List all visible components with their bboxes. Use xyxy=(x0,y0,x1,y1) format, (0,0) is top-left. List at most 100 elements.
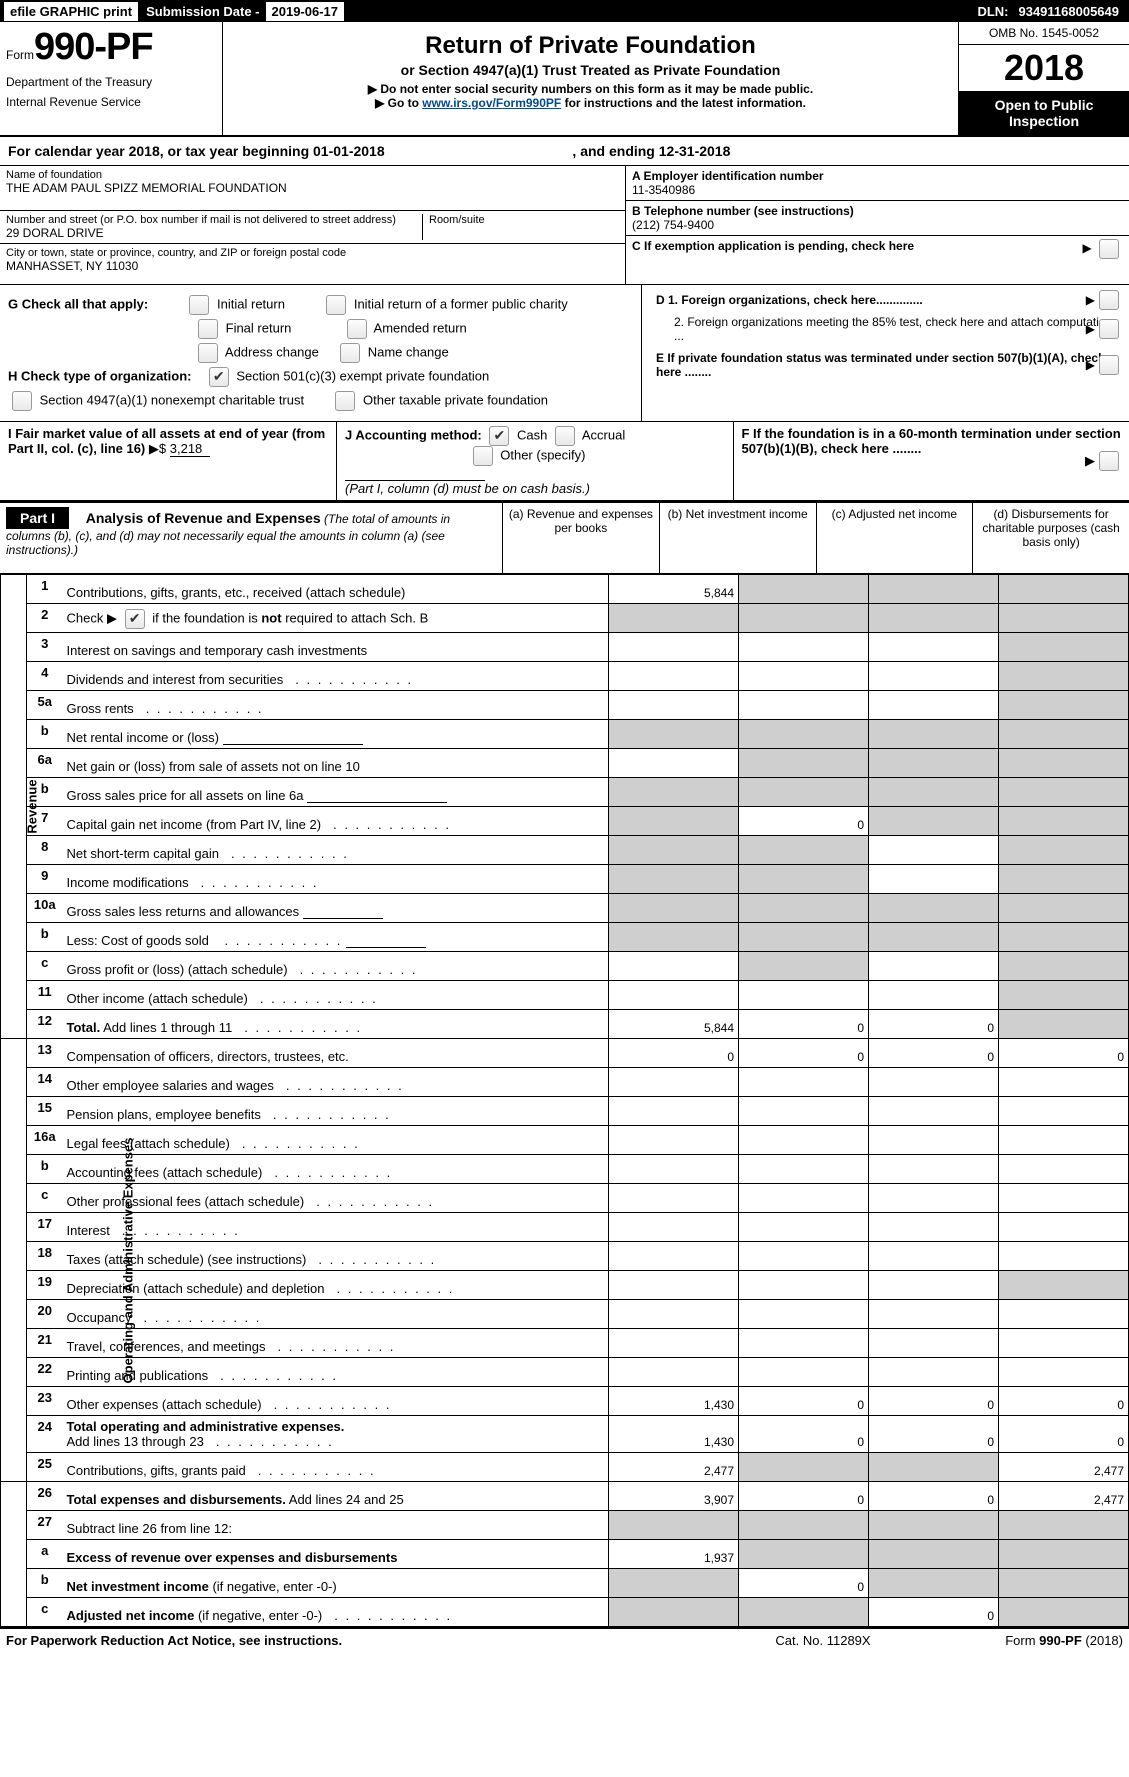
d2-arrow: ▶ xyxy=(1086,322,1095,336)
e-arrow: ▶ xyxy=(1086,358,1095,372)
table-row: 26 Total expenses and disbursements. Add… xyxy=(1,1482,1129,1511)
table-row: cOther professional fees (attach schedul… xyxy=(1,1184,1129,1213)
r10b-input[interactable] xyxy=(346,933,426,948)
g-final-checkbox[interactable] xyxy=(198,319,218,339)
d1-item: D 1. Foreign organizations, check here..… xyxy=(642,289,1129,311)
g-address-checkbox[interactable] xyxy=(198,343,218,363)
expenses-sidelabel: Operating and Administrative Expenses xyxy=(1,1039,27,1482)
e-label: E If private foundation status was termi… xyxy=(656,351,1105,379)
table-row: bAccounting fees (attach schedule) xyxy=(1,1155,1129,1184)
f-arrow: ▶ xyxy=(1085,453,1095,469)
ijf-line: I Fair market value of all assets at end… xyxy=(0,422,1129,501)
table-row: a Excess of revenue over expenses and di… xyxy=(1,1540,1129,1569)
de-right: D 1. Foreign organizations, check here..… xyxy=(641,285,1129,421)
table-row: 19Depreciation (attach schedule) and dep… xyxy=(1,1271,1129,1300)
foundation-name: THE ADAM PAUL SPIZZ MEMORIAL FOUNDATION xyxy=(6,181,619,195)
table-row: 2 Check ▶ if the foundation is not requi… xyxy=(1,604,1129,633)
g-amended-checkbox[interactable] xyxy=(347,319,367,339)
table-row: 3 Interest on savings and temporary cash… xyxy=(1,633,1129,662)
table-row: 5a Gross rents xyxy=(1,691,1129,720)
table-row: Operating and Administrative Expenses 13… xyxy=(1,1039,1129,1068)
r1-a: 5,844 xyxy=(609,575,739,604)
f-label: F If the foundation is in a 60-month ter… xyxy=(742,426,1121,456)
footer-mid: Cat. No. 11289X xyxy=(723,1633,923,1648)
city-cell: City or town, state or province, country… xyxy=(0,244,625,284)
table-row: 20Occupancy xyxy=(1,1300,1129,1329)
street-value: 29 DORAL DRIVE xyxy=(6,226,418,240)
j-cash: Cash xyxy=(517,427,547,442)
r6b-input[interactable] xyxy=(307,788,447,803)
entity-left: Name of foundation THE ADAM PAUL SPIZZ M… xyxy=(0,166,625,284)
dln-label: DLN: xyxy=(977,4,1008,19)
form-subtitle: or Section 4947(a)(1) Trust Treated as P… xyxy=(231,62,950,78)
d2-checkbox[interactable] xyxy=(1099,319,1119,339)
g-name-checkbox[interactable] xyxy=(340,343,360,363)
table-row: 24 Total operating and administrative ex… xyxy=(1,1416,1129,1453)
irs-link[interactable]: www.irs.gov/Form990PF xyxy=(422,96,561,110)
h-opt2: Section 4947(a)(1) nonexempt charitable … xyxy=(40,392,304,407)
revenue-sidelabel: Revenue xyxy=(1,575,27,1039)
phone-cell: B Telephone number (see instructions) (2… xyxy=(626,201,1129,236)
table-row: c Adjusted net income (if negative, ente… xyxy=(1,1598,1129,1627)
open-inspection: Open to Public Inspection xyxy=(959,91,1129,135)
table-row: 9 Income modifications xyxy=(1,865,1129,894)
table-row: 11 Other income (attach schedule) xyxy=(1,981,1129,1010)
col-b: (b) Net investment income xyxy=(659,503,816,573)
f-cell: F If the foundation is in a 60-month ter… xyxy=(734,422,1129,500)
entity-right: A Employer identification number 11-3540… xyxy=(625,166,1129,284)
table-row: 27Subtract line 26 from line 12: xyxy=(1,1511,1129,1540)
g-line3: Address change Name change xyxy=(8,343,633,363)
h-4947-checkbox[interactable] xyxy=(12,391,32,411)
gh-block: G Check all that apply: Initial return I… xyxy=(0,285,1129,422)
r10a-input[interactable] xyxy=(303,904,383,919)
table-row: c Gross profit or (loss) (attach schedul… xyxy=(1,952,1129,981)
gh-left: G Check all that apply: Initial return I… xyxy=(0,285,641,421)
part1-header: Part I Analysis of Revenue and Expenses … xyxy=(0,501,1129,574)
col-d: (d) Disbursements for charitable purpose… xyxy=(972,503,1129,573)
j-other-input[interactable] xyxy=(345,466,485,481)
table-row: 16aLegal fees (attach schedule) xyxy=(1,1126,1129,1155)
r5b-input[interactable] xyxy=(223,730,363,745)
f-checkbox[interactable] xyxy=(1099,451,1119,471)
subdate-label: Submission Date - xyxy=(146,4,259,19)
d1-checkbox[interactable] xyxy=(1099,290,1119,310)
col-c: (c) Adjusted net income xyxy=(816,503,973,573)
table-row: 7 Capital gain net income (from Part IV,… xyxy=(1,807,1129,836)
g-initial-former-checkbox[interactable] xyxy=(326,295,346,315)
table-row: 15Pension plans, employee benefits xyxy=(1,1097,1129,1126)
i-label: I Fair market value of all assets at end… xyxy=(8,426,325,456)
h-opt1: Section 501(c)(3) exempt private foundat… xyxy=(236,368,489,383)
c-checkbox[interactable] xyxy=(1099,239,1119,259)
r2-num: 2 xyxy=(27,604,63,633)
phone-value: (212) 754-9400 xyxy=(632,218,1123,232)
h-other-checkbox[interactable] xyxy=(335,391,355,411)
j-cash-checkbox[interactable] xyxy=(489,426,509,446)
ein-label: A Employer identification number xyxy=(632,169,1123,183)
table-row: 22Printing and publications xyxy=(1,1358,1129,1387)
r1-c xyxy=(869,575,999,604)
schb-checkbox[interactable] xyxy=(125,609,145,629)
g-opt1: Initial return of a former public charit… xyxy=(354,296,568,311)
c-label: C If exemption application is pending, c… xyxy=(632,239,914,253)
j-accrual-checkbox[interactable] xyxy=(555,426,575,446)
part1-table: Revenue 1 Contributions, gifts, grants, … xyxy=(0,574,1129,1627)
exemption-cell: C If exemption application is pending, c… xyxy=(626,236,1129,267)
table-row: 18Taxes (attach schedule) (see instructi… xyxy=(1,1242,1129,1271)
col-a: (a) Revenue and expenses per books xyxy=(502,503,659,573)
j-note: (Part I, column (d) must be on cash basi… xyxy=(345,481,590,496)
h-opt3: Other taxable private foundation xyxy=(363,392,548,407)
table-row: b Net rental income or (loss) xyxy=(1,720,1129,749)
table-row: 10a Gross sales less returns and allowan… xyxy=(1,894,1129,923)
form-title: Return of Private Foundation xyxy=(231,32,950,60)
j-other-checkbox[interactable] xyxy=(473,446,493,466)
efile-tag: efile GRAPHIC print xyxy=(4,2,138,21)
g-initial-checkbox[interactable] xyxy=(189,295,209,315)
d1-label: D 1. Foreign organizations, check here..… xyxy=(656,293,923,307)
j-label: J Accounting method: xyxy=(345,427,482,442)
h-line2: Section 4947(a)(1) nonexempt charitable … xyxy=(8,391,633,411)
table-row: 12 Total. Add lines 1 through 11 5,84400 xyxy=(1,1010,1129,1039)
subdate-value: 2019-06-17 xyxy=(266,2,345,21)
h-501c3-checkbox[interactable] xyxy=(209,367,229,387)
e-checkbox[interactable] xyxy=(1099,355,1119,375)
r1-d xyxy=(999,575,1129,604)
